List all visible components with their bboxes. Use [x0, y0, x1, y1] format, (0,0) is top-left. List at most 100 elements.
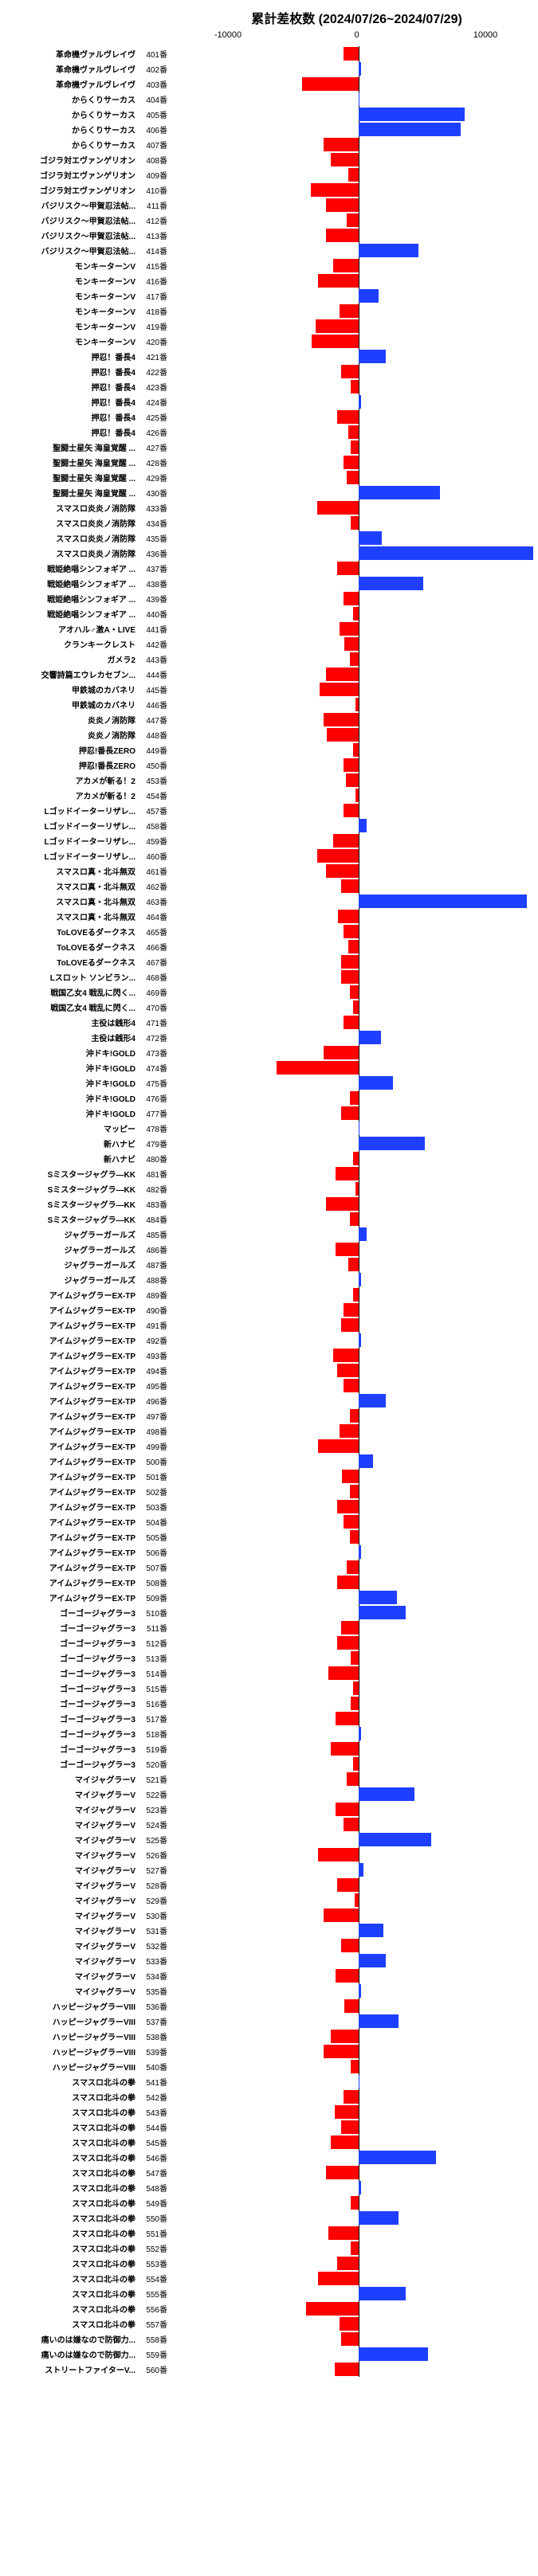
bar — [318, 2272, 358, 2285]
bar — [355, 1893, 359, 1907]
row-label: Lスロット ソンビラン... — [8, 971, 135, 983]
chart-row: スマスロ真・北斗無双463番 — [8, 894, 538, 909]
row-label: アイムジャグラーEX-TP — [8, 1334, 135, 1346]
chart-row: Sミスタージャグラ―KK484番 — [8, 1212, 538, 1227]
row-number: 408番 — [135, 154, 171, 166]
bar-chart: 累計差枚数 (2024/07/26~2024/07/29) -10000 0 1… — [8, 8, 538, 2377]
row-label: アイムジャグラーEX-TP — [8, 1425, 135, 1437]
bar — [359, 108, 465, 121]
bar — [359, 2151, 436, 2164]
bar — [351, 440, 358, 454]
bar — [359, 1984, 361, 1998]
row-label: Sミスタージャグラ―KK — [8, 1213, 135, 1225]
chart-row: スマスロ北斗の拳541番 — [8, 2074, 538, 2089]
bar-area — [171, 1696, 538, 1711]
bar — [359, 2347, 429, 2361]
row-label: マイジャグラーV — [8, 1970, 135, 1982]
bar — [355, 698, 358, 711]
bar-area — [171, 621, 538, 636]
row-number: 430番 — [135, 487, 171, 499]
row-number: 500番 — [135, 1455, 171, 1467]
row-label: アイムジャグラーEX-TP — [8, 1561, 135, 1573]
bar — [324, 138, 359, 151]
bar-area — [171, 682, 538, 697]
bar-area — [171, 394, 538, 409]
row-number: 418番 — [135, 305, 171, 317]
chart-row: ハッピージャグラーVIII537番 — [8, 2014, 538, 2029]
row-label: モンキーターンV — [8, 305, 135, 317]
bar-area — [171, 1333, 538, 1348]
chart-row: Lゴッドイーターリザレ...460番 — [8, 848, 538, 863]
chart-row: アイムジャグラーEX-TP508番 — [8, 1575, 538, 1590]
bar — [351, 1697, 358, 1710]
bar-area — [171, 1257, 538, 1272]
row-number: 475番 — [135, 1077, 171, 1089]
bar-area — [171, 1106, 538, 1121]
chart-row: バジリスク〜甲賀忍法帖...413番 — [8, 228, 538, 243]
bar — [342, 1470, 358, 1483]
chart-row: アイムジャグラーEX-TP504番 — [8, 1514, 538, 1529]
bar-area — [171, 742, 538, 758]
chart-row: Sミスタージャグラ―KK481番 — [8, 1166, 538, 1181]
row-label: マイジャグラーV — [8, 1985, 135, 1997]
row-label: 押忍！番長4 — [8, 350, 135, 362]
row-label: 炎炎ノ消防隊 — [8, 729, 135, 741]
bar — [341, 1621, 359, 1634]
bar — [337, 2257, 359, 2270]
chart-row: ハッピージャグラーVIII536番 — [8, 1999, 538, 2014]
bar-area — [171, 1030, 538, 1045]
bar-area — [171, 1590, 538, 1605]
row-label: マイジャグラーV — [8, 1879, 135, 1891]
bar-area — [171, 455, 538, 470]
chart-row: ゴーゴージャグラー3513番 — [8, 1650, 538, 1666]
bar — [350, 1212, 359, 1226]
bar-area — [171, 591, 538, 606]
row-label: ハッピージャグラーVIII — [8, 2046, 135, 2057]
row-label: 新ハナビ — [8, 1153, 135, 1165]
bar-area — [171, 1817, 538, 1832]
row-number: 422番 — [135, 366, 171, 378]
chart-row: 甲鉄城のカバネリ446番 — [8, 697, 538, 712]
bar — [350, 1485, 359, 1498]
row-number: 502番 — [135, 1486, 171, 1497]
bar-area — [171, 152, 538, 167]
row-number: 402番 — [135, 63, 171, 75]
bar-area — [171, 213, 538, 228]
chart-row: からくりサーカス406番 — [8, 122, 538, 137]
row-label: マイジャグラーV — [8, 1864, 135, 1876]
chart-row: ゴジラ対エヴァンゲリオン409番 — [8, 167, 538, 182]
row-number: 458番 — [135, 820, 171, 832]
bar-area — [171, 2271, 538, 2286]
row-label: Sミスタージャグラ―KK — [8, 1168, 135, 1180]
row-number: 445番 — [135, 683, 171, 695]
bar — [359, 577, 424, 590]
row-label: アイムジャグラーEX-TP — [8, 1380, 135, 1392]
chart-row: バジリスク〜甲賀忍法帖...414番 — [8, 243, 538, 258]
chart-row: モンキーターンV416番 — [8, 273, 538, 288]
bar — [350, 652, 359, 666]
row-number: 406番 — [135, 123, 171, 135]
bar — [347, 213, 358, 227]
row-number: 420番 — [135, 335, 171, 347]
row-number: 527番 — [135, 1864, 171, 1876]
bar-area — [171, 334, 538, 349]
bar — [344, 2090, 359, 2104]
row-number: 507番 — [135, 1561, 171, 1573]
bar-area — [171, 1242, 538, 1257]
chart-row: マッピー478番 — [8, 1121, 538, 1136]
row-number: 521番 — [135, 1773, 171, 1785]
row-number: 543番 — [135, 2106, 171, 2118]
bar — [344, 925, 359, 938]
bar-area — [171, 1060, 538, 1075]
bar-area — [171, 667, 538, 682]
bar-area — [171, 2135, 538, 2150]
bar — [337, 410, 359, 424]
bar-area — [171, 485, 538, 500]
bar-area — [171, 894, 538, 909]
row-number: 403番 — [135, 78, 171, 90]
chart-row: からくりサーカス404番 — [8, 92, 538, 107]
bar-area — [171, 379, 538, 394]
bar — [331, 2136, 359, 2149]
bar — [359, 1394, 387, 1407]
chart-row: Lスロット ソンビラン...468番 — [8, 969, 538, 985]
